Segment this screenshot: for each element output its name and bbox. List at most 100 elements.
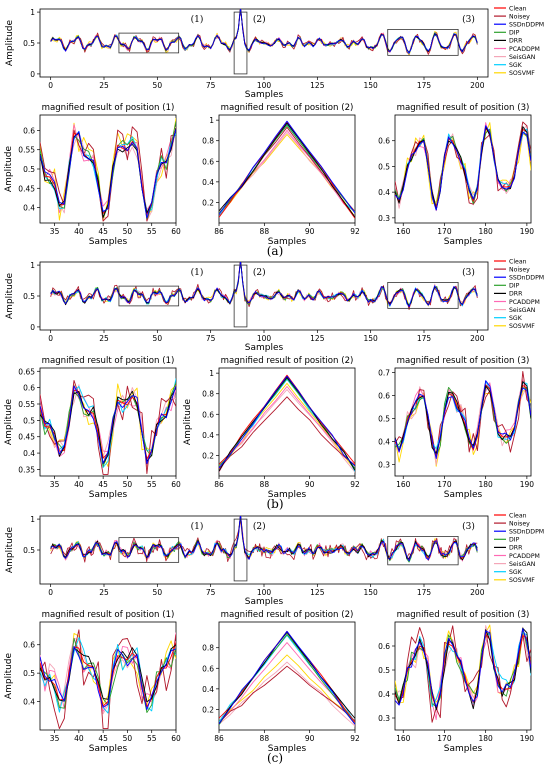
series-group	[219, 374, 355, 473]
series-line-dip	[395, 627, 531, 708]
x-tick-label: 125	[310, 334, 325, 343]
y-tick-label: 0.7	[378, 369, 390, 378]
x-axis-label: Samples	[245, 90, 284, 100]
legend-label: DIP	[509, 30, 520, 37]
legend-label: SeisGAN	[509, 307, 536, 314]
y-tick-label: 0.55	[18, 146, 35, 155]
x-tick-label: 175	[417, 588, 432, 597]
legend-label: DRR	[509, 545, 523, 552]
y-tick-label: 0.3	[378, 214, 390, 223]
x-tick-label: 35	[50, 227, 60, 236]
series-group	[40, 629, 176, 730]
zoom-chart-3: 160 170 180 190 0.3 0.4 0.5 0.6 Samples magnified…	[378, 103, 534, 247]
region-label: (3)	[462, 521, 475, 532]
subplot-title: magnified result of position (2)	[221, 103, 354, 113]
series-group	[395, 370, 531, 467]
x-tick-label: 170	[437, 480, 452, 489]
y-tick-label: 0.65	[18, 367, 35, 376]
y-tick-label: 0.4	[378, 690, 390, 699]
legend-label: Noisey	[509, 13, 530, 20]
y-axis-label: Amplitude	[5, 19, 15, 66]
series-line-seisgan	[219, 389, 355, 473]
y-tick-label: 0.5	[378, 666, 390, 675]
series-line-pcaddpm	[219, 386, 355, 472]
y-tick-label: 0.45	[18, 184, 35, 193]
y-tick-label: 0.6	[202, 410, 214, 419]
x-tick-label: 200	[470, 81, 485, 90]
legend-label: Clean	[509, 512, 527, 519]
legend: CleanNoiseySSDnDDPMDIPDRRPCADDPMSeisGANS…	[494, 258, 544, 330]
legend-label: PCADDPM	[509, 299, 540, 306]
y-axis-label: Amplitude	[4, 652, 14, 699]
zoom-chart-3: 160 170 180 190 0.3 0.4 0.5 0.6 Samples magnified…	[378, 610, 534, 754]
series-line-ssdnddpm	[50, 516, 478, 562]
y-tick-label: 1	[30, 8, 35, 17]
x-tick-label: 200	[470, 588, 485, 597]
x-tick-label: 40	[74, 227, 84, 236]
x-tick-label: 100	[257, 81, 272, 90]
y-tick-label: 0.4	[202, 685, 214, 694]
subplot-title: magnified result of position (3)	[397, 610, 530, 620]
series-line-noisey	[219, 665, 355, 724]
y-tick-label: 0.3	[378, 461, 390, 470]
series-line-ssdnddpm	[50, 9, 478, 54]
series-line-clean	[219, 121, 355, 219]
plot-frame	[218, 367, 356, 477]
series-group	[395, 624, 531, 723]
overview-chart: 0 25 50 75 100 125 150 175 200 0 0.5 1 Samples Amplit…	[5, 258, 544, 353]
x-tick-label: 150	[364, 81, 379, 90]
legend: CleanNoiseySSDnDDPMDIPDRRPCADDPMSeisGANS…	[494, 5, 544, 77]
x-tick-label: 100	[257, 588, 272, 597]
legend-label: PCADDPM	[509, 553, 540, 560]
y-tick-label: 0.6	[202, 157, 214, 166]
x-tick-label: 50	[153, 334, 163, 343]
region-label: (1)	[191, 14, 204, 25]
highlight-box	[118, 537, 180, 563]
x-axis-label: Samples	[89, 237, 128, 247]
x-tick-label: 25	[99, 588, 109, 597]
y-tick-label: 0.5	[23, 669, 35, 678]
y-tick-label: 0.4	[202, 431, 214, 440]
y-tick-label: 0.5	[23, 39, 35, 48]
x-tick-label: 60	[171, 227, 181, 236]
highlight-box	[233, 518, 248, 582]
x-axis-label: Samples	[89, 744, 128, 754]
series-line-ssdnddpm	[50, 262, 478, 308]
y-tick-label: 0.6	[378, 392, 390, 401]
y-tick-label: 0.4	[378, 188, 390, 197]
region-label: (2)	[253, 521, 266, 532]
x-tick-label: 180	[479, 480, 494, 489]
series-line-noisey	[219, 396, 355, 470]
series-line-seisgan	[40, 384, 176, 467]
highlight-box	[387, 536, 459, 566]
series-line-noisey	[395, 625, 531, 723]
panel-caption: (a)	[267, 244, 284, 258]
series-line-drr	[219, 376, 355, 472]
y-tick-label: 0.6	[378, 642, 390, 651]
y-tick-label: 0.2	[202, 705, 214, 714]
x-tick-label: 40	[74, 734, 84, 743]
legend-label: Noisey	[509, 520, 530, 527]
legend-label: SGK	[509, 569, 523, 576]
y-axis-label: Amplitude	[4, 398, 14, 445]
y-tick-label: 0.8	[202, 644, 214, 653]
plot-frame	[39, 367, 177, 477]
series-line-noisey	[40, 379, 176, 475]
x-tick-label: 150	[364, 334, 379, 343]
region-label: (3)	[462, 267, 475, 278]
x-tick-label: 55	[147, 734, 157, 743]
y-tick-label: 0.5	[23, 165, 35, 174]
zoom-chart-2: 86 88 90 92 0.2 0.4 0.6 0.8 1 Samples magnified re…	[202, 103, 360, 247]
x-tick-label: 160	[396, 227, 411, 236]
series-line-ssdnddpm	[219, 120, 355, 215]
series-group	[219, 630, 355, 727]
x-axis-label: Samples	[268, 744, 307, 754]
x-tick-label: 125	[310, 81, 325, 90]
panel-b: 0 25 50 75 100 125 150 175 20000.51SamplesAmplit…	[4, 258, 544, 511]
x-axis-label: Samples	[245, 343, 284, 353]
series-line-dip	[219, 633, 355, 726]
series-group	[50, 262, 478, 311]
zoom-chart-1: 35 40 45 50 55 60 0.4 0.45 0.5 0.55 0.6 Samples Ampl…	[4, 103, 181, 247]
y-tick-label: 0.5	[23, 416, 35, 425]
series-group	[395, 121, 531, 212]
